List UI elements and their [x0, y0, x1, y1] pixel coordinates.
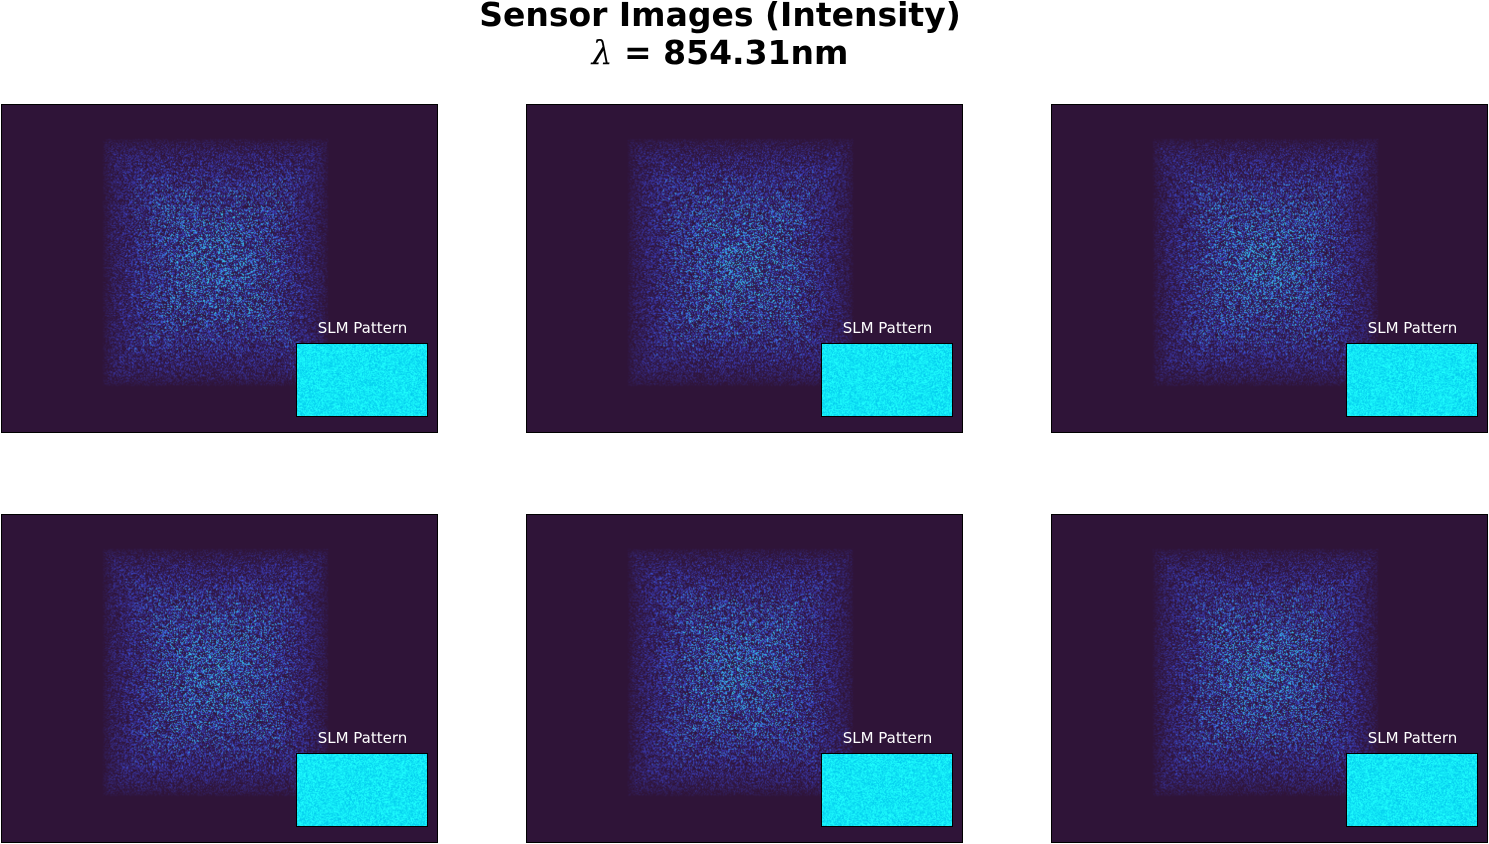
- slm-pattern-inset: [821, 343, 953, 417]
- slm-pattern-image: [297, 754, 427, 826]
- sensor-panel-5: SLM Pattern: [526, 514, 963, 843]
- slm-pattern-label: SLM Pattern: [317, 729, 408, 747]
- lambda-symbol: λ: [591, 33, 613, 72]
- wavelength-text: = 854.31nm: [612, 33, 849, 72]
- slm-pattern-inset: [296, 753, 428, 827]
- sensor-panel-6: SLM Pattern: [1051, 514, 1488, 843]
- title-line-2: λ = 854.31nm: [370, 34, 1070, 72]
- slm-pattern-inset: [821, 753, 953, 827]
- slm-pattern-image: [822, 344, 952, 416]
- slm-pattern-label: SLM Pattern: [1367, 729, 1458, 747]
- title-line-1: Sensor Images (Intensity): [479, 0, 961, 34]
- slm-pattern-label: SLM Pattern: [842, 729, 933, 747]
- slm-pattern-image: [1347, 754, 1477, 826]
- sensor-panel-1: SLM Pattern: [1, 104, 438, 433]
- sensor-panel-2: SLM Pattern: [526, 104, 963, 433]
- figure-title: Sensor Images (Intensity) λ = 854.31nm: [370, 0, 1070, 72]
- slm-pattern-image: [822, 754, 952, 826]
- slm-pattern-label: SLM Pattern: [1367, 319, 1458, 337]
- slm-pattern-label: SLM Pattern: [842, 319, 933, 337]
- slm-pattern-inset: [1346, 753, 1478, 827]
- sensor-panel-4: SLM Pattern: [1, 514, 438, 843]
- slm-pattern-inset: [296, 343, 428, 417]
- sensor-panel-3: SLM Pattern: [1051, 104, 1488, 433]
- slm-pattern-inset: [1346, 343, 1478, 417]
- slm-pattern-image: [297, 344, 427, 416]
- slm-pattern-label: SLM Pattern: [317, 319, 408, 337]
- slm-pattern-image: [1347, 344, 1477, 416]
